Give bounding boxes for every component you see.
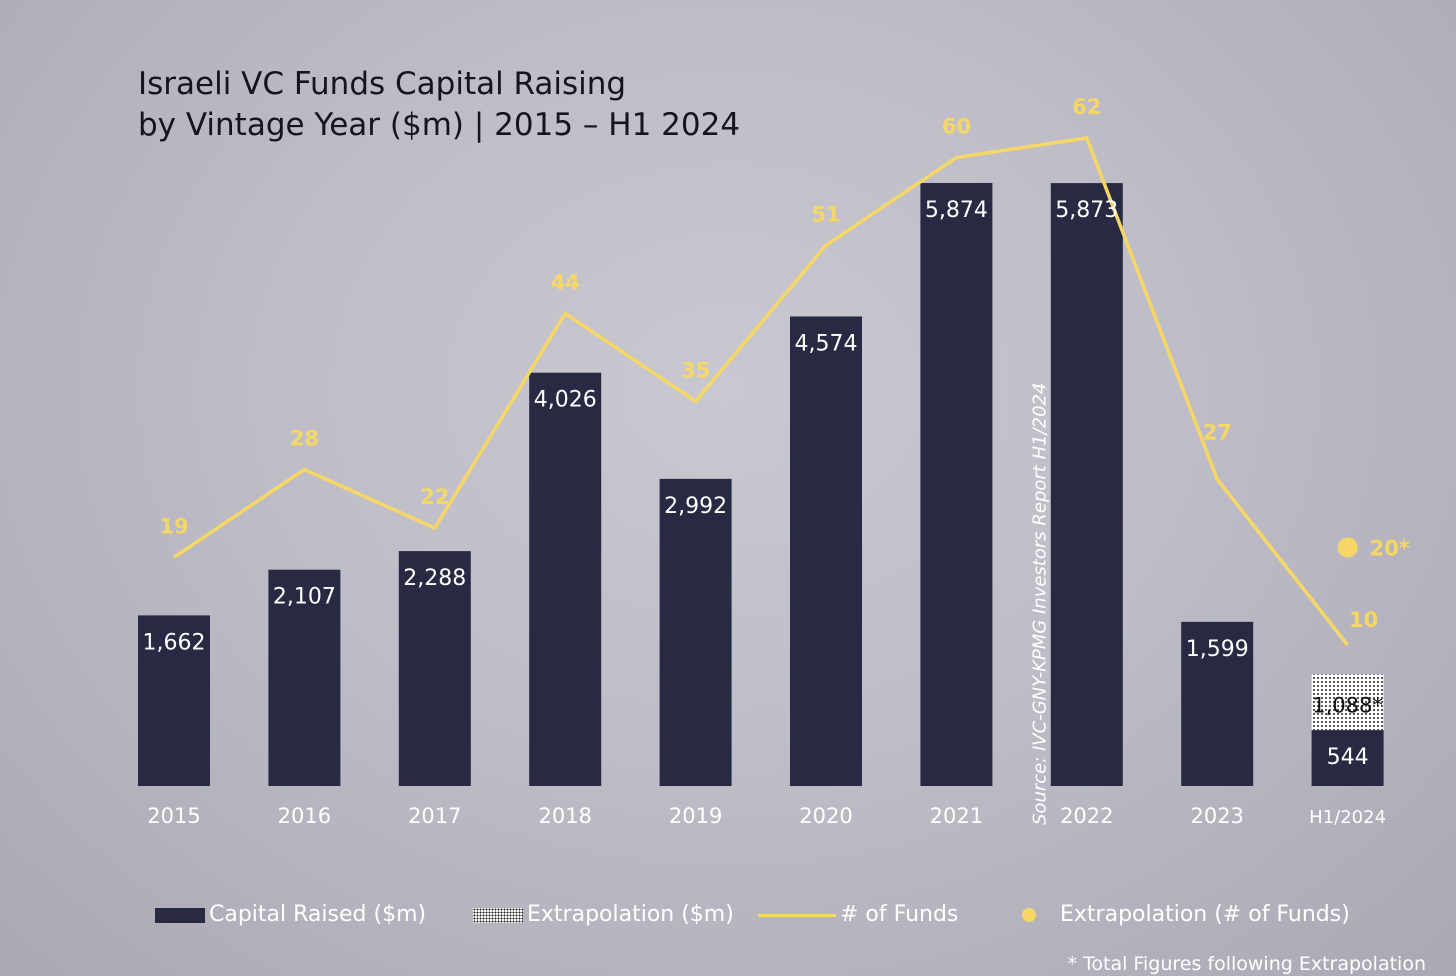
- funds-value-label: 22: [420, 485, 449, 509]
- x-tick-label: 2020: [799, 804, 852, 828]
- extrapolation-bar: [1311, 674, 1384, 731]
- bars-layer: [138, 183, 1384, 786]
- x-tick-label: 2016: [278, 804, 331, 828]
- line-layer: [173, 136, 1358, 647]
- legend-funds-extrapolation: Extrapolation (# of Funds): [1022, 902, 1350, 927]
- legend-funds-extrapolation-label: Extrapolation (# of Funds): [1060, 902, 1350, 927]
- extrapolation-funds-point: [1337, 537, 1358, 558]
- funds-value-label: 44: [551, 271, 580, 295]
- chart-title-line2: by Vintage Year ($m) | 2015 – H1 2024: [138, 107, 741, 143]
- bar: [659, 478, 732, 786]
- bar-value-label: 1,599: [1186, 637, 1249, 662]
- legend-extrapolation-swatch: [473, 907, 523, 923]
- legend-extrapolation: Extrapolation ($m): [473, 902, 734, 927]
- bar: [920, 183, 993, 786]
- x-tick-label: 2021: [930, 804, 983, 828]
- bar: [529, 372, 602, 786]
- extrapolation-total-label: 1,088*: [1312, 693, 1383, 717]
- bar-value-label: 2,288: [403, 566, 466, 591]
- funds-value-label: 60: [942, 115, 971, 139]
- funds-value-label: 51: [811, 202, 840, 226]
- bar-value-label: 2,992: [664, 494, 727, 519]
- legend-funds-extrapolation-swatch: [1022, 908, 1036, 922]
- x-tick-label: 2022: [1060, 804, 1113, 828]
- bar-value-label: 1,662: [143, 630, 206, 655]
- funds-value-label: 62: [1072, 95, 1101, 119]
- funds-value-label: 35: [681, 358, 710, 382]
- funds-value-label: 28: [290, 427, 319, 451]
- bar: [138, 615, 210, 786]
- bar-value-label: 5,874: [925, 198, 988, 223]
- x-tick-label: 2023: [1190, 804, 1243, 828]
- legend-capital-label: Capital Raised ($m): [209, 902, 427, 927]
- source-note: Source: IVC-GNY-KPMG Investors Report H1…: [1029, 382, 1051, 825]
- funds-value-label: 27: [1203, 420, 1232, 444]
- bar-value-label: 5,873: [1055, 198, 1118, 223]
- x-tick-label: 2018: [538, 804, 591, 828]
- bar-value-label: 4,026: [534, 388, 597, 413]
- bar-value-label: 2,107: [273, 585, 336, 610]
- funds-line: [173, 136, 1349, 647]
- bar: [398, 551, 471, 786]
- legend-funds-swatch: [758, 913, 836, 917]
- x-tick-label: 2019: [669, 804, 722, 828]
- legend-funds-label: # of Funds: [840, 902, 959, 927]
- legend-capital-swatch: [155, 907, 205, 923]
- extrapolation-funds-label: 20*: [1370, 537, 1410, 561]
- legend-extrapolation-label: Extrapolation ($m): [527, 902, 734, 927]
- bar: [1311, 730, 1384, 786]
- footnote: * Total Figures following Extrapolation: [1067, 953, 1426, 975]
- bar-value-label: 4,574: [795, 331, 858, 356]
- funds-value-label: 19: [159, 514, 188, 538]
- chart-title: Israeli VC Funds Capital Raising by Vint…: [138, 64, 740, 146]
- funds-value-label: 10: [1349, 608, 1378, 632]
- labels-layer: 1,662 2,107 2,288 4,026 2,992 4,574 5,874 5,873…: [143, 95, 1410, 828]
- chart-title-line1: Israeli VC Funds Capital Raising: [138, 66, 627, 102]
- bar: [1050, 183, 1123, 786]
- bar: [1181, 621, 1254, 786]
- x-tick-label: 2015: [147, 804, 200, 828]
- bar: [790, 316, 862, 786]
- bar-value-label: 544: [1327, 745, 1369, 770]
- legend: Capital Raised ($m) Extrapolation ($m) #…: [0, 896, 1456, 936]
- bar: [268, 569, 341, 786]
- legend-funds: # of Funds: [758, 902, 958, 927]
- x-tick-label: H1/2024: [1309, 807, 1386, 828]
- x-tick-label: 2017: [408, 804, 461, 828]
- legend-capital: Capital Raised ($m): [155, 902, 426, 927]
